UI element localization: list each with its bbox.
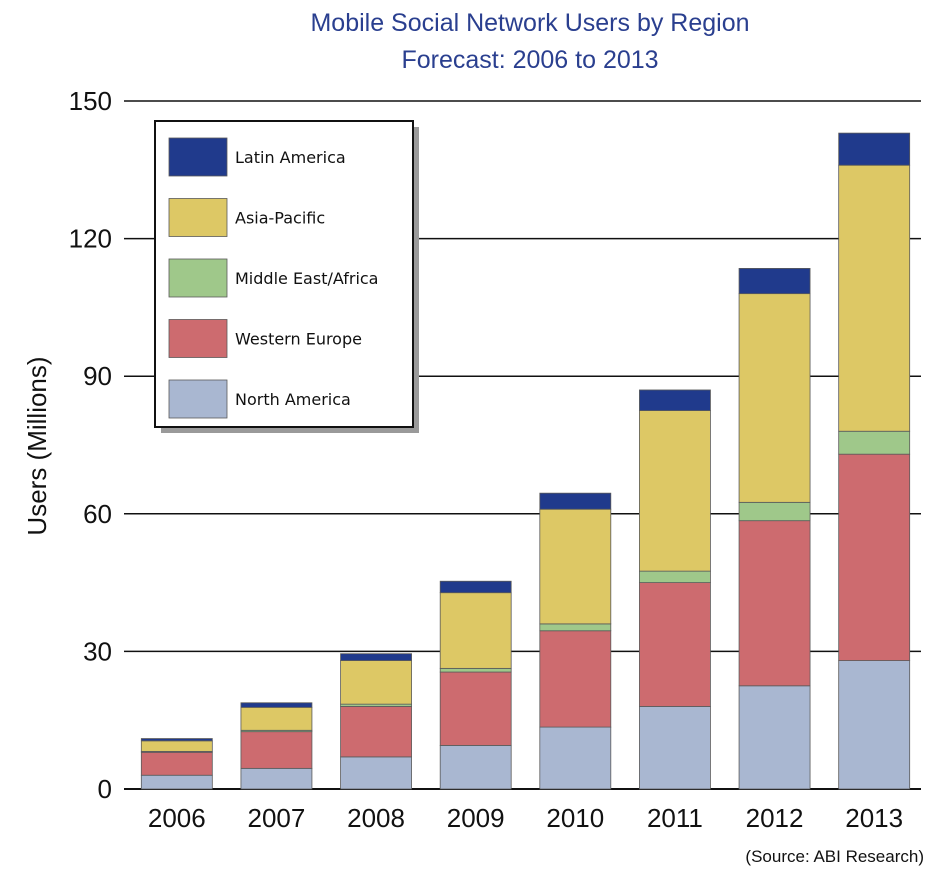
bar-segment-middle-east-africa-2010	[539, 623, 612, 632]
bar-segment-latin-america-2010	[539, 492, 612, 510]
bar-segment-middle-east-africa-2009	[439, 667, 512, 673]
bar-segment-western-europe-2007	[240, 731, 313, 769]
bar-segment-latin-america-2012	[738, 268, 811, 295]
x-tick-label: 2006	[148, 803, 206, 833]
bar-segment-western-europe-2012	[738, 520, 811, 687]
x-tick-label: 2010	[546, 803, 604, 833]
bar-segment-latin-america-2011	[639, 389, 711, 411]
bar-segment-western-europe-2009	[439, 671, 512, 746]
bar-segment-north-america-2011	[639, 706, 711, 790]
x-tick-label: 2013	[845, 803, 903, 833]
x-tick-label: 2007	[248, 803, 306, 833]
bar-segment-latin-america-2007	[240, 702, 313, 708]
bar-segment-middle-east-africa-2012	[738, 501, 811, 522]
bar-segment-middle-east-africa-2013	[838, 430, 911, 455]
bar-segment-asia-pacific-2012	[738, 293, 811, 503]
bar-segment-asia-pacific-2009	[439, 592, 512, 669]
y-tick-label: 90	[83, 361, 112, 391]
legend-label: Asia-Pacific	[235, 209, 325, 228]
legend-swatch	[168, 198, 228, 237]
legend-swatch	[168, 258, 228, 298]
legend: Latin America Asia-Pacific Middle East/Afr…	[154, 120, 419, 433]
y-tick-label: 120	[69, 224, 112, 254]
bar-segment-western-europe-2006	[140, 751, 213, 776]
bar-segment-asia-pacific-2013	[838, 164, 911, 432]
x-tick-labels: 2006 2007 2008 2009 2010 2011 2012 2013	[148, 803, 903, 833]
bars	[140, 132, 911, 790]
x-tick-label: 2008	[347, 803, 405, 833]
legend-label: Latin America	[235, 148, 346, 167]
bar-segment-north-america-2009	[439, 745, 512, 790]
legend-swatch	[168, 319, 228, 358]
bar-segment-asia-pacific-2010	[539, 508, 612, 625]
bar-segment-asia-pacific-2006	[140, 740, 213, 752]
bar-segment-asia-pacific-2008	[340, 660, 412, 705]
legend-swatch	[168, 137, 228, 177]
bar-segment-north-america-2007	[240, 767, 313, 790]
bar-segment-western-europe-2011	[639, 582, 711, 707]
bar-segment-western-europe-2010	[539, 630, 612, 728]
y-tick-labels: 0 30 60 90 120 150	[69, 86, 112, 804]
y-tick-label: 60	[83, 499, 112, 529]
bar-segment-latin-america-2009	[439, 580, 512, 594]
bar-segment-latin-america-2008	[340, 653, 412, 661]
y-axis-label: Users (Millions)	[22, 356, 52, 535]
legend-label: Western Europe	[235, 330, 362, 349]
y-tick-label: 30	[83, 636, 112, 666]
bar-segment-asia-pacific-2011	[639, 410, 711, 572]
bar-segment-latin-america-2013	[838, 132, 911, 166]
bar-segment-north-america-2010	[539, 726, 612, 790]
bar-segment-north-america-2008	[340, 756, 412, 790]
bar-segment-north-america-2012	[738, 685, 811, 790]
chart-subtitle: Forecast: 2006 to 2013	[401, 46, 658, 74]
bar-segment-middle-east-africa-2011	[639, 570, 711, 584]
bar-segment-western-europe-2008	[340, 706, 412, 758]
bar-segment-western-europe-2013	[838, 453, 911, 661]
bar-segment-north-america-2006	[140, 774, 213, 790]
source-note: (Source: ABI Research)	[745, 847, 924, 866]
bar-segment-latin-america-2006	[140, 738, 213, 742]
x-tick-label: 2011	[647, 803, 703, 833]
bar-segment-north-america-2013	[838, 660, 911, 790]
x-tick-label: 2009	[447, 803, 505, 833]
legend-label: North America	[235, 390, 351, 409]
legend-label: Middle East/Africa	[235, 269, 378, 288]
x-tick-label: 2012	[746, 803, 804, 833]
chart-title: Mobile Social Network Users by Region	[310, 9, 749, 37]
y-tick-label: 150	[69, 86, 112, 116]
bar-segment-asia-pacific-2007	[240, 706, 313, 731]
y-tick-label: 0	[98, 774, 112, 804]
legend-swatch	[168, 379, 228, 419]
